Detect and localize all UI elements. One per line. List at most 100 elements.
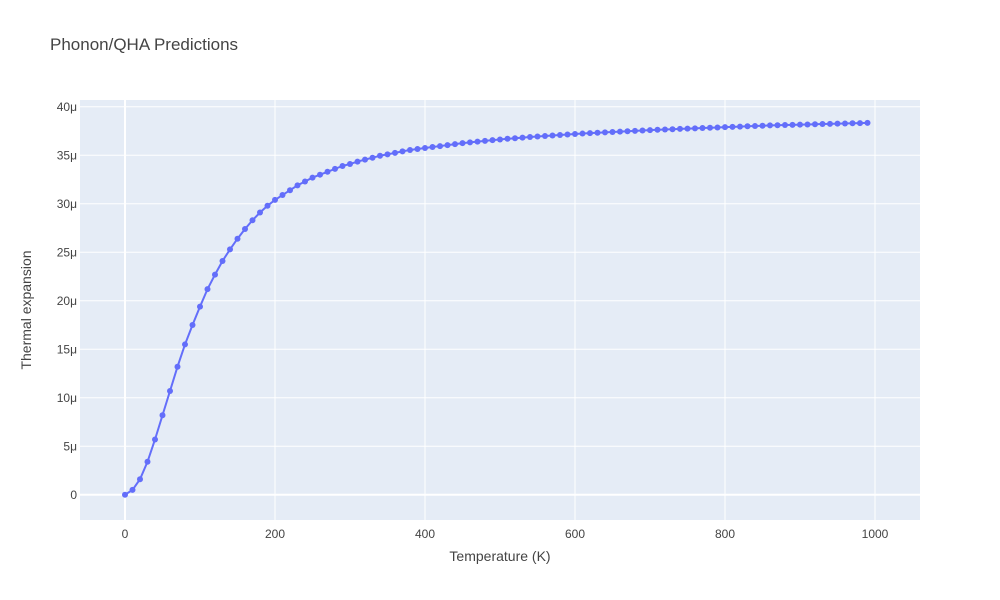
chart-title: Phonon/QHA Predictions (50, 35, 238, 54)
series-line (124, 121, 868, 496)
data-point (827, 120, 833, 127)
data-point (174, 363, 181, 370)
data-point (129, 486, 136, 493)
data-point (714, 124, 721, 131)
data-point (609, 129, 616, 136)
data-point (459, 140, 466, 147)
data-point (392, 149, 398, 156)
data-point (152, 436, 158, 443)
data-point (594, 129, 601, 136)
data-point (527, 134, 533, 141)
data-point (137, 476, 143, 483)
data-point (752, 122, 758, 129)
data-point (444, 142, 451, 149)
data-point (804, 121, 811, 128)
data-point (422, 145, 428, 152)
data-point (167, 387, 173, 394)
data-point (189, 322, 196, 329)
data-point (579, 130, 586, 137)
y-tick-label: 40μ (57, 100, 77, 114)
data-point (744, 123, 751, 130)
data-point (504, 135, 511, 142)
data-point (542, 132, 548, 139)
data-point (639, 127, 646, 134)
data-point (864, 119, 871, 126)
data-point (572, 131, 578, 138)
data-point (774, 122, 781, 129)
data-point (339, 162, 346, 169)
data-point (429, 144, 436, 151)
data-point (534, 133, 541, 140)
data-point (489, 137, 496, 144)
data-point (369, 154, 376, 161)
y-tick-label: 30μ (57, 197, 77, 211)
data-point (347, 161, 353, 168)
data-point (519, 134, 526, 141)
data-point (699, 125, 706, 132)
data-point (279, 192, 286, 199)
y-tick-label: 20μ (57, 294, 77, 308)
data-point (197, 303, 203, 310)
data-point (797, 121, 803, 128)
data-point (662, 126, 668, 133)
x-tick-label: 1000 (862, 527, 889, 541)
data-point (564, 131, 571, 138)
x-ticks: 0 200 400 600 800 1000 (122, 527, 889, 541)
y-tick-label: 5μ (63, 439, 77, 453)
data-point (467, 139, 473, 146)
data-point (549, 132, 556, 139)
data-point (287, 187, 293, 194)
data-point (834, 120, 841, 127)
data-point (437, 143, 443, 150)
y-tick-label: 25μ (57, 245, 77, 259)
data-point (707, 124, 713, 131)
data-point (204, 286, 211, 293)
data-point (182, 341, 188, 348)
data-point (212, 271, 218, 278)
data-point (684, 125, 691, 132)
data-point (647, 127, 653, 134)
data-point (587, 130, 593, 137)
data-point (617, 128, 623, 135)
data-point (669, 126, 676, 133)
y-tick-label: 15μ (57, 342, 77, 356)
data-point (332, 165, 338, 172)
data-point (759, 122, 766, 129)
x-tick-label: 0 (122, 527, 129, 541)
x-tick-label: 400 (415, 527, 435, 541)
x-tick-label: 600 (565, 527, 585, 541)
data-point (384, 151, 391, 158)
y-ticks: 0 5μ 10μ 15μ 20μ 25μ 30μ 35μ 40μ (57, 100, 78, 502)
data-point (624, 128, 631, 135)
data-point (497, 136, 503, 143)
data-point (122, 491, 128, 498)
data-point (257, 209, 263, 216)
data-point (317, 171, 323, 178)
data-point (737, 123, 743, 130)
data-point (729, 123, 736, 130)
data-point (249, 217, 256, 224)
data-point (294, 182, 301, 189)
data-point (849, 120, 856, 127)
x-tick-label: 800 (715, 527, 735, 541)
data-point (812, 121, 818, 128)
y-tick-label: 0 (70, 488, 77, 502)
data-point (242, 226, 248, 233)
data-point (324, 168, 331, 175)
plot-area (80, 100, 920, 520)
data-point (144, 458, 151, 465)
y-tick-label: 35μ (57, 148, 77, 162)
data-point (482, 137, 488, 144)
data-point (302, 178, 308, 185)
data-point (677, 125, 683, 132)
data-point (602, 129, 608, 136)
data-point (512, 135, 518, 142)
data-point (722, 124, 728, 131)
data-point (234, 235, 241, 242)
data-point (309, 174, 316, 181)
data-point (819, 121, 826, 128)
data-point (474, 138, 481, 145)
data-point (557, 132, 563, 139)
x-axis-title: Temperature (K) (449, 548, 550, 564)
